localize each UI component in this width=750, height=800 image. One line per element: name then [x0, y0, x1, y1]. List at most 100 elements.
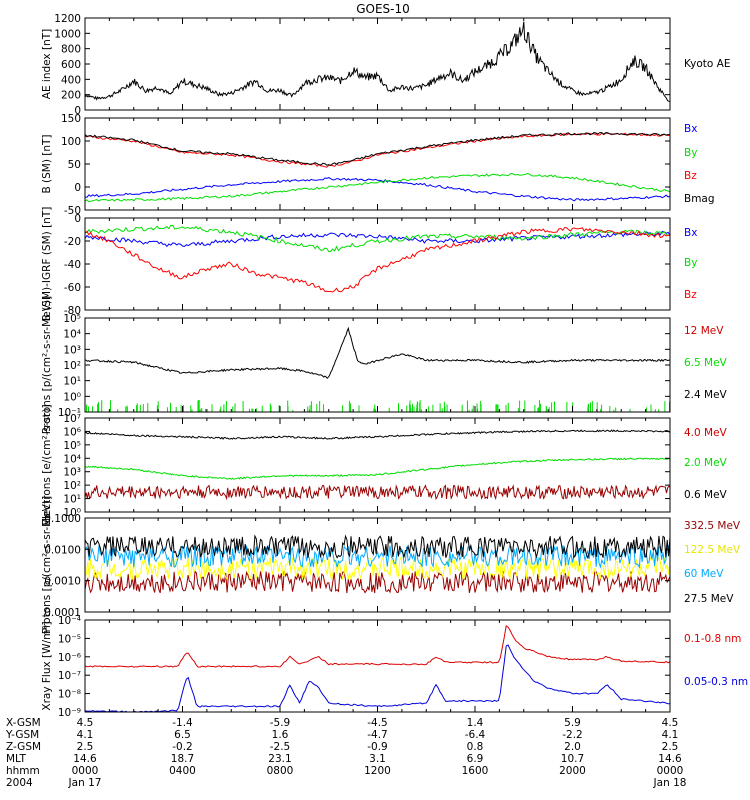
y-tick-label: -60	[64, 282, 81, 294]
legend-label: 332.5 MeV	[684, 520, 741, 532]
series-line-122.5-MeV	[85, 555, 670, 581]
legend-label: 60 MeV	[684, 568, 724, 580]
x-tick-value: 4.1	[77, 729, 94, 741]
x-tick-value: 2.5	[77, 741, 94, 753]
x-tick-value: 4.5	[77, 717, 94, 729]
y-tick-label: 600	[61, 59, 81, 71]
y-tick-label: -80	[64, 305, 81, 317]
y-axis-label: Protons [p/(cm²-s-sr-MeV)]	[41, 496, 53, 634]
series-line-0.05-0.3-nm	[85, 644, 670, 712]
legend-label: 2.0 MeV	[684, 457, 728, 469]
x-tick-value: 6.9	[467, 753, 484, 765]
legend-label: By	[684, 147, 697, 159]
series-line-Bmag	[85, 131, 670, 167]
y-tick-label: 1000	[54, 28, 81, 40]
y-tick-label: 800	[61, 44, 81, 56]
x-row-label: hhmm	[6, 765, 40, 777]
x-tick-value: 1600	[462, 765, 489, 777]
panel-2: -80 -60 -40 -20 0 B (SM)-IGRF (SM) [nT] Bx By Bz	[41, 207, 697, 322]
x-axis-table: X-GSMY-GSMZ-GSMMLThhmm20044.54.12.514.60…	[5, 717, 686, 789]
y-tick-label: 10⁵	[63, 440, 81, 452]
legend-label: 27.5 MeV	[684, 593, 734, 605]
y-tick-label: 400	[61, 74, 81, 86]
y-tick-label: 0	[74, 105, 81, 117]
y-tick-label: 10¹	[63, 494, 81, 506]
series-line-By	[85, 172, 670, 203]
x-tick-value: -6.4	[465, 729, 486, 741]
series-line-noise	[85, 484, 670, 501]
legend-label: 122.5 MeV	[684, 544, 741, 556]
y-tick-label: 50	[68, 159, 81, 171]
series-line-27.5-MeV	[85, 534, 670, 560]
y-tick-label: 10⁰	[63, 391, 81, 403]
series-line-0.6-MeV	[85, 429, 670, 440]
y-tick-label: 150	[61, 113, 81, 125]
legend-label: 2.4 MeV	[684, 389, 728, 401]
legend-label: 12 MeV	[684, 325, 724, 337]
y-tick-label: -40	[64, 259, 81, 271]
y-tick-label: 0	[74, 213, 81, 225]
y-tick-label: 10⁻⁸	[58, 689, 81, 701]
legend-label: Bx	[684, 227, 697, 239]
y-tick-label: 10⁻⁷	[58, 670, 81, 682]
legend-label: By	[684, 257, 697, 269]
x-tick-value: 4.1	[662, 729, 679, 741]
series-line-Bx	[85, 231, 670, 248]
legend-label: Bmag	[684, 193, 715, 205]
y-tick-label: -50	[64, 205, 81, 217]
y-tick-label: 10⁻⁵	[58, 633, 81, 645]
y-tick-label: 10⁴	[63, 329, 81, 341]
panel-frame	[84, 619, 671, 713]
x-tick-value: 1.4	[467, 717, 484, 729]
y-tick-label: 10²	[63, 360, 81, 372]
panel-frame	[84, 117, 671, 211]
x-tick-value: 2000	[559, 765, 586, 777]
x-tick-value: 0000	[657, 765, 684, 777]
x-tick-value: -0.2	[172, 741, 193, 753]
series-line-Bz	[85, 226, 670, 293]
y-axis-label: Protons [p/(cm²-s-sr-MeV)]	[41, 296, 53, 434]
y-tick-label: 0.0100	[44, 544, 81, 556]
x-tick-value: 2.5	[662, 741, 679, 753]
series-line-2.0-MeV	[85, 457, 670, 480]
y-tick-label: 200	[61, 90, 81, 102]
x-tick-value: -5.9	[270, 717, 291, 729]
x-tick-value: -1.4	[172, 717, 193, 729]
figure-title: GOES-10	[356, 2, 410, 16]
y-tick-label: 0	[74, 182, 81, 194]
series-line-60-MeV	[85, 544, 670, 569]
x-tick-value: 1200	[364, 765, 391, 777]
legend-label: 4.0 MeV	[684, 427, 728, 439]
x-tick-value: -2.5	[270, 741, 291, 753]
x-row-label: MLT	[6, 753, 26, 765]
x-tick-value: 10.7	[561, 753, 584, 765]
y-tick-label: 10³	[63, 344, 81, 356]
panel-0-data	[85, 21, 670, 103]
x-tick-value: 3.1	[369, 753, 386, 765]
y-axis-label: B (SM) [nT]	[41, 134, 53, 193]
x-row-label: Z-GSM	[6, 741, 41, 753]
y-tick-label: 10³	[63, 467, 81, 479]
x-tick-value: -2.2	[562, 729, 583, 741]
panel-1-data	[85, 131, 670, 203]
panel-frame	[84, 317, 671, 413]
y-tick-label: 10⁻⁹	[58, 707, 81, 719]
series-line-By	[85, 224, 670, 253]
panel-frame	[84, 517, 671, 613]
x-row-label: Y-GSM	[5, 729, 39, 741]
y-tick-label: 1200	[54, 13, 81, 25]
x-tick-value: -0.9	[367, 741, 388, 753]
legend-label: Bz	[684, 289, 697, 301]
y-tick-label: 0.0010	[44, 576, 81, 588]
panel-6-data	[85, 625, 670, 712]
legend-label: 0.6 MeV	[684, 489, 728, 501]
x-tick-value: 14.6	[658, 753, 682, 765]
x-tick-value: 0800	[267, 765, 294, 777]
x-tick-value: -4.7	[367, 729, 388, 741]
panel-3-data	[85, 326, 670, 412]
legend-label: Kyoto AE	[684, 58, 730, 70]
y-tick-label: 10⁻⁶	[58, 652, 81, 664]
